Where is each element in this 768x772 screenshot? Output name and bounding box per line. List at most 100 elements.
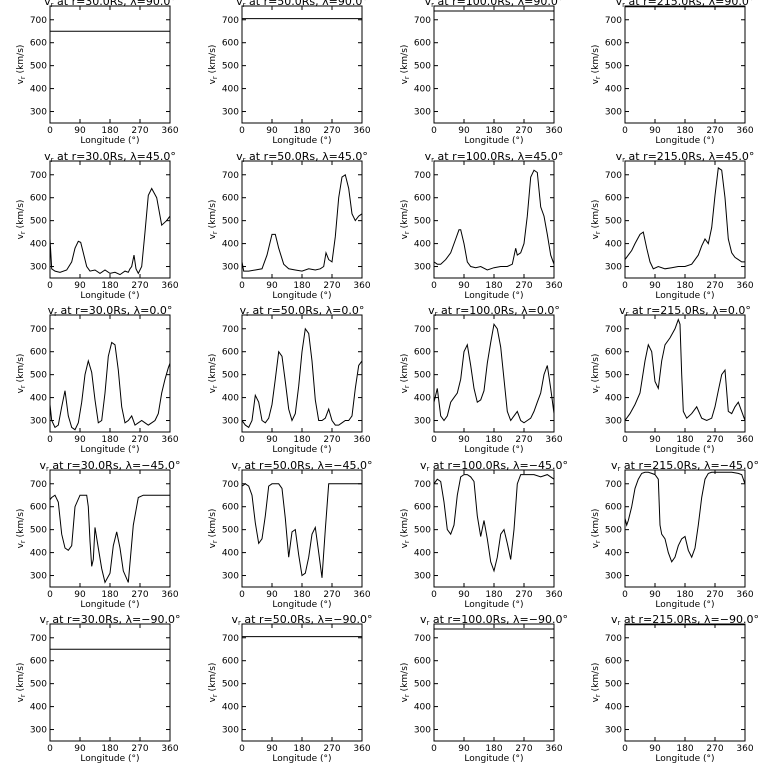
y-tick-label: 300 xyxy=(414,108,431,118)
panel-title: vr at r=30.0Rs, λ=−45.0° xyxy=(40,459,181,473)
y-tick-label: 700 xyxy=(605,16,622,26)
x-tick-label: 90 xyxy=(266,744,278,754)
x-tick-label: 180 xyxy=(293,590,310,600)
y-tick-label: 700 xyxy=(222,325,239,335)
x-tick-label: 90 xyxy=(74,281,86,291)
x-tick-label: 270 xyxy=(706,435,723,445)
y-tick-label: 700 xyxy=(30,325,47,335)
y-axis-label: vr (km/s) xyxy=(591,45,602,85)
y-tick-label: 300 xyxy=(414,263,431,273)
y-tick-label: 400 xyxy=(605,703,622,713)
x-tick-label: 270 xyxy=(323,281,340,291)
x-tick-label: 90 xyxy=(458,281,470,291)
x-tick-label: 270 xyxy=(323,590,340,600)
y-tick-label: 500 xyxy=(414,680,431,690)
y-tick-label: 600 xyxy=(414,503,431,513)
plot-frame xyxy=(624,623,746,742)
y-tick-label: 400 xyxy=(414,394,431,404)
panel-title: vr at r=100.0Rs, λ=−45.0° xyxy=(420,459,568,473)
x-tick-label: 360 xyxy=(353,590,370,600)
y-tick-label: 500 xyxy=(605,371,622,381)
y-axis-label: vr (km/s) xyxy=(208,663,219,703)
y-tick-label: 600 xyxy=(605,503,622,513)
x-axis-label: Longitude (°) xyxy=(464,754,523,764)
y-tick-label: 400 xyxy=(414,549,431,559)
y-tick-label: 600 xyxy=(222,657,239,667)
y-tick-label: 300 xyxy=(222,726,239,736)
y-tick-label: 600 xyxy=(222,503,239,513)
x-tick-label: 90 xyxy=(74,744,86,754)
x-tick-label: 360 xyxy=(353,126,370,136)
y-tick-label: 400 xyxy=(414,703,431,713)
y-tick-label: 600 xyxy=(30,348,47,358)
y-tick-label: 600 xyxy=(30,657,47,667)
panel-title: vr at r=215.0Rs, λ=−90.0° xyxy=(611,613,759,627)
y-tick-label: 400 xyxy=(222,394,239,404)
x-tick-label: 0 xyxy=(239,590,245,600)
panel-2: vr at r=100.0Rs, λ=90.0° 0 90 180 270 360 300 4… xyxy=(400,0,563,146)
x-tick-label: 360 xyxy=(736,590,753,600)
x-tick-label: 180 xyxy=(101,281,118,291)
x-tick-label: 270 xyxy=(515,590,532,600)
x-tick-label: 180 xyxy=(293,281,310,291)
x-tick-label: 360 xyxy=(161,744,178,754)
y-tick-label: 600 xyxy=(605,194,622,204)
y-tick-label: 300 xyxy=(30,263,47,273)
y-tick-label: 700 xyxy=(414,634,431,644)
panel-10: vr at r=100.0Rs, λ=0.0° 0 90 180 270 360 300 40… xyxy=(400,304,563,455)
panel-title: vr at r=215.0Rs, λ=0.0° xyxy=(619,304,751,318)
plot-frame xyxy=(433,623,555,742)
plot-frame xyxy=(49,160,171,279)
x-axis-label: Longitude (°) xyxy=(655,754,714,764)
panel-title: vr at r=215.0Rs, λ=−45.0° xyxy=(611,459,759,473)
y-tick-label: 700 xyxy=(605,325,622,335)
x-tick-label: 180 xyxy=(485,590,502,600)
panel-title: vr at r=50.0Rs, λ=0.0° xyxy=(240,304,365,318)
x-axis-label: Longitude (°) xyxy=(272,136,331,146)
x-axis-label: Longitude (°) xyxy=(272,445,331,455)
x-axis-label: Longitude (°) xyxy=(464,136,523,146)
y-tick-label: 300 xyxy=(222,417,239,427)
x-tick-label: 90 xyxy=(458,126,470,136)
x-axis-label: Longitude (°) xyxy=(655,136,714,146)
x-tick-label: 180 xyxy=(101,435,118,445)
panel-13: vr at r=50.0Rs, λ=−45.0° 0 90 180 270 360 300 4… xyxy=(208,459,373,610)
x-tick-label: 180 xyxy=(485,744,502,754)
y-tick-label: 600 xyxy=(30,194,47,204)
x-tick-label: 360 xyxy=(161,590,178,600)
panel-4: vr at r=30.0Rs, λ=45.0° 0 90 180 270 360 300 40… xyxy=(16,150,179,301)
y-tick-label: 400 xyxy=(605,394,622,404)
y-tick-label: 600 xyxy=(222,348,239,358)
x-tick-label: 360 xyxy=(736,126,753,136)
y-tick-label: 400 xyxy=(30,394,47,404)
series-line-0 xyxy=(433,169,555,271)
x-axis-label: Longitude (°) xyxy=(655,445,714,455)
x-tick-label: 0 xyxy=(622,435,628,445)
y-tick-label: 500 xyxy=(605,62,622,72)
plot-frame xyxy=(241,314,363,433)
x-axis-label: Longitude (°) xyxy=(464,600,523,610)
panel-0: vr at r=30.0Rs, λ=90.0° 0 90 180 270 360 300 40… xyxy=(16,0,179,146)
panel-7: vr at r=215.0Rs, λ=45.0° 0 90 180 270 360 300 4… xyxy=(591,150,754,301)
x-axis-label: Longitude (°) xyxy=(80,291,139,301)
y-tick-label: 300 xyxy=(30,726,47,736)
x-tick-label: 180 xyxy=(485,435,502,445)
panel-title: vr at r=100.0Rs, λ=0.0° xyxy=(428,304,560,318)
y-tick-label: 600 xyxy=(222,39,239,49)
y-tick-label: 600 xyxy=(605,657,622,667)
y-tick-label: 700 xyxy=(414,480,431,490)
x-tick-label: 180 xyxy=(676,126,693,136)
y-tick-label: 300 xyxy=(30,572,47,582)
y-tick-label: 700 xyxy=(414,16,431,26)
x-tick-label: 180 xyxy=(101,590,118,600)
y-tick-label: 500 xyxy=(30,217,47,227)
y-tick-label: 600 xyxy=(30,503,47,513)
y-tick-label: 400 xyxy=(30,240,47,250)
x-axis-label: Longitude (°) xyxy=(272,291,331,301)
panel-title: vr at r=100.0Rs, λ=90.0° xyxy=(425,0,564,9)
x-tick-label: 0 xyxy=(622,126,628,136)
panel-title: vr at r=30.0Rs, λ=45.0° xyxy=(44,150,176,164)
y-axis-label: vr (km/s) xyxy=(16,509,27,549)
x-tick-label: 90 xyxy=(649,590,661,600)
x-axis-label: Longitude (°) xyxy=(80,600,139,610)
